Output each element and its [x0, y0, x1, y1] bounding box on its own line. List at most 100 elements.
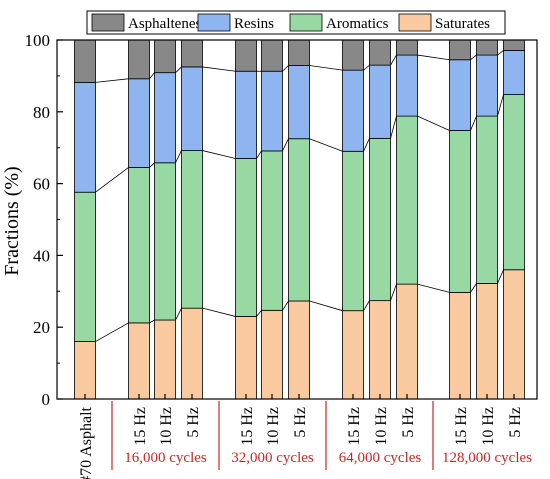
bar-segment-saturates-11 — [476, 283, 498, 400]
bar-segment-saturates-2 — [154, 319, 176, 400]
category-labels: #70 Asphalt 15 Hz 10 Hz 5 Hz 15 Hz 10 Hz 5 Hz 1… — [78, 401, 532, 479]
bar-segment-resins-11 — [476, 54, 498, 117]
bar-segment-saturates-4 — [235, 316, 257, 400]
bar-segment-resins-4 — [235, 70, 257, 159]
x-tick-label: 5 Hz — [292, 407, 309, 438]
connector-line — [417, 283, 450, 293]
bar-segment-saturates-7 — [342, 310, 364, 400]
bar-segment-saturates-5 — [261, 309, 283, 400]
bar-segment-aromatics-0 — [74, 191, 96, 342]
connector-line — [95, 167, 129, 193]
connector-line — [309, 138, 343, 152]
connector-line — [470, 115, 477, 131]
group-label: 64,000 cycles — [339, 450, 422, 466]
x-tick-label: 15 Hz — [132, 407, 149, 446]
legend-swatch-saturates — [398, 13, 432, 32]
bar-segment-resins-2 — [154, 72, 176, 164]
bar-segment-saturates-3 — [181, 307, 203, 400]
x-tick-label: 10 Hz — [265, 407, 282, 446]
x-tick-label: 5 Hz — [400, 407, 417, 438]
y-tick-label: 40 — [33, 246, 50, 265]
connector-line — [256, 310, 262, 317]
group-label: 32,000 cycles — [231, 450, 314, 466]
x-tick-label: 10 Hz — [158, 407, 175, 446]
connector-line — [282, 65, 289, 72]
plot-area — [74, 39, 525, 400]
legend-label-aromatics: Aromatics — [326, 16, 389, 32]
connector-line — [175, 66, 182, 73]
bar-segment-asphaltenes-8 — [369, 39, 391, 66]
bar-segment-resins-6 — [288, 65, 310, 140]
bar-segment-resins-0 — [74, 81, 96, 193]
bar-segment-aromatics-10 — [449, 130, 471, 293]
connector-line — [149, 319, 155, 324]
bar-segment-aromatics-9 — [396, 115, 418, 285]
bar-segment-resins-10 — [449, 59, 471, 131]
connector-line — [282, 138, 289, 152]
bar-segment-saturates-10 — [449, 291, 471, 400]
legend-label-saturates: Saturates — [435, 16, 490, 32]
connector-line — [497, 269, 504, 284]
bar-segment-aromatics-1 — [128, 167, 150, 324]
bar-segment-aromatics-7 — [342, 150, 364, 312]
x-tick-label: 15 Hz — [346, 407, 363, 446]
connector-line — [149, 72, 155, 80]
bar-segment-asphaltenes-4 — [235, 39, 257, 72]
bar-segment-saturates-12 — [503, 269, 525, 400]
bar-segment-aromatics-3 — [181, 150, 203, 309]
legend-swatch-resins — [197, 13, 231, 32]
x-tick-label: 10 Hz — [373, 407, 390, 446]
legend-swatch-asphaltenes — [91, 13, 125, 32]
connector-line — [363, 138, 370, 152]
connector-line — [363, 300, 370, 311]
legend-swatch-aromatics — [289, 13, 323, 32]
group-label: 16,000 cycles — [124, 450, 207, 466]
bar-segment-aromatics-2 — [154, 162, 176, 321]
bar-segment-saturates-1 — [128, 322, 150, 400]
legend-label-resins: Resins — [234, 16, 274, 32]
y-tick-label: 100 — [25, 31, 51, 50]
x-tick-label: #70 Asphalt — [78, 406, 95, 479]
bar-segment-aromatics-4 — [235, 158, 257, 317]
bar-segment-saturates-8 — [369, 300, 391, 400]
axes: 0 20 40 60 80 100 — [25, 31, 538, 409]
y-tick-label: 60 — [33, 175, 50, 194]
bar-segment-asphaltenes-12 — [503, 39, 525, 51]
group-label: 128,000 cycles — [442, 450, 532, 466]
bar-segment-aromatics-8 — [369, 137, 391, 302]
bar-segment-resins-3 — [181, 66, 203, 151]
bar-segment-resins-1 — [128, 78, 150, 168]
bar-segment-asphaltenes-10 — [449, 39, 471, 61]
x-tick-label: 10 Hz — [480, 407, 497, 446]
legend: Asphaltenes Resins Aromatics Saturates — [86, 10, 506, 35]
connector-line — [282, 300, 289, 311]
x-tick-label: 5 Hz — [185, 407, 202, 438]
connector-line — [390, 54, 397, 66]
connector-line — [417, 115, 450, 131]
bar-segment-resins-7 — [342, 69, 364, 152]
bar-segment-aromatics-5 — [261, 150, 283, 311]
bar-segment-asphaltenes-6 — [288, 39, 310, 66]
connector-line — [309, 65, 343, 71]
connector-line — [175, 307, 182, 321]
bar-segment-asphaltenes-11 — [476, 39, 498, 56]
bar-segment-asphaltenes-2 — [154, 39, 176, 74]
x-tick-label: 5 Hz — [507, 407, 524, 438]
connector-line — [202, 307, 236, 317]
bar-segment-asphaltenes-9 — [396, 39, 418, 56]
connector-line — [95, 78, 129, 83]
bar-segment-resins-5 — [261, 70, 283, 152]
bar-segment-resins-12 — [503, 50, 525, 95]
bar-segment-aromatics-11 — [476, 115, 498, 284]
connector-line — [309, 300, 343, 312]
bar-segment-saturates-6 — [288, 300, 310, 400]
connector-line — [390, 283, 397, 301]
x-tick-label: 15 Hz — [239, 407, 256, 446]
bar-segment-aromatics-12 — [503, 94, 525, 271]
y-tick-label: 80 — [33, 103, 50, 122]
connector-line — [95, 322, 129, 342]
y-axis-title: Fractions (%) — [1, 166, 23, 275]
y-tick-label: 20 — [33, 318, 50, 337]
bar-segment-resins-8 — [369, 64, 391, 139]
